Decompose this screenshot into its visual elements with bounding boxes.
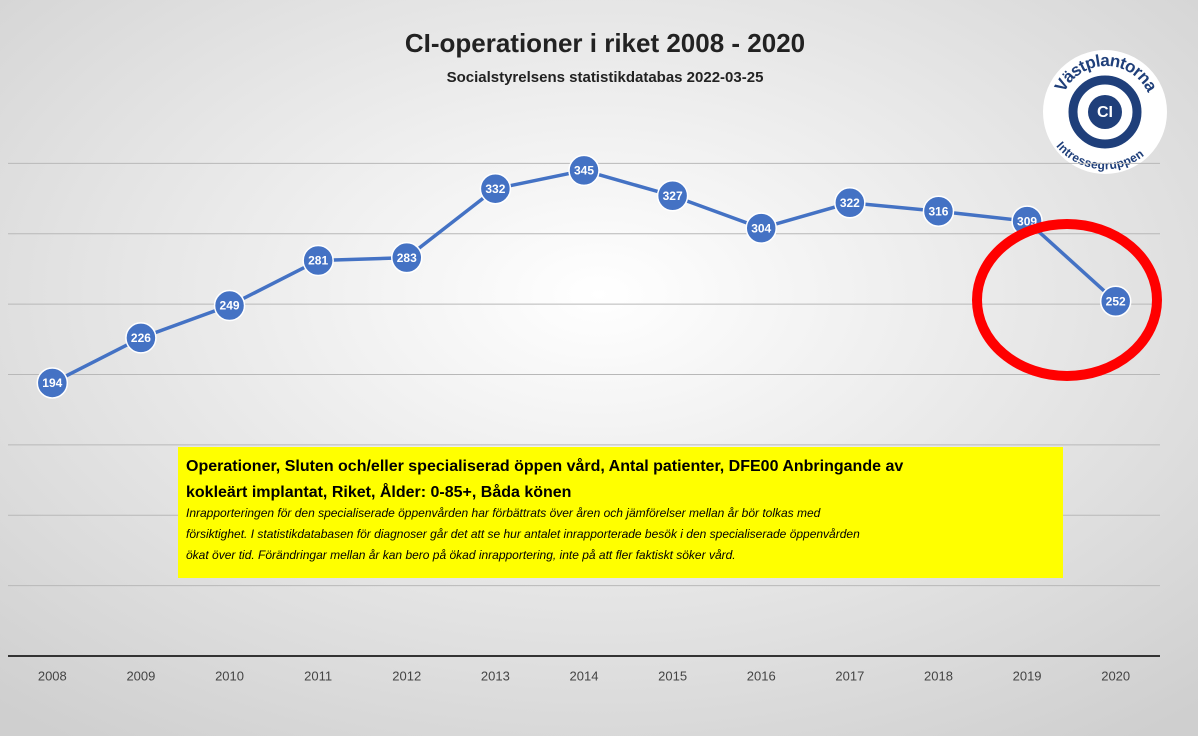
x-tick-label: 2010 [215,668,244,683]
data-label: 345 [574,164,594,178]
note-body: försiktighet. I statistikdatabasen för d… [186,527,860,541]
logo-core [1088,95,1122,129]
data-label: 226 [131,331,151,345]
data-point [568,154,600,187]
x-tick-label: 2015 [658,668,687,683]
note-box [178,447,1063,578]
highlight-circle [972,219,1162,381]
note-body: Inrapporteringen för den specialiserade … [186,506,821,520]
data-label: 283 [397,251,417,265]
data-point [922,195,955,227]
note-body: ökat över tid. Förändringar mellan år ka… [186,548,736,562]
note-heading: Operationer, Sluten och/eller specialise… [186,457,903,475]
logo-ring [1068,75,1142,149]
x-tick-label: 2011 [304,668,332,683]
x-tick-label: 2017 [835,668,864,683]
x-tick-label: 2009 [126,668,155,683]
x-tick-label: 2014 [570,668,599,683]
data-point [391,241,423,274]
x-tick-label: 2016 [747,668,776,683]
note-heading: kokleärt implantat, Riket, Ålder: 0-85+,… [186,482,571,501]
logo: CI Västplantorna Intressegruppen [1043,50,1167,174]
chart-subtitle: Socialstyrelsens statistikdatabas 2022-0… [447,69,764,86]
x-tick-label: 2018 [924,668,953,683]
x-tick-label: 2013 [481,668,510,683]
data-label: 322 [840,196,860,210]
logo-center: CI [1097,104,1113,121]
data-point [36,367,69,399]
data-point [479,172,512,205]
data-label: 304 [751,221,771,235]
data-point [302,244,334,277]
data-point [745,212,777,244]
data-label: 316 [928,204,948,218]
x-tick-label: 2019 [1013,668,1042,683]
x-tick-label: 2008 [38,668,67,683]
data-point [1099,285,1132,318]
data-label: 249 [220,299,240,313]
data-point [656,179,689,212]
data-label: 332 [485,182,505,196]
x-tick-label: 2020 [1101,668,1130,683]
data-label: 281 [308,254,328,268]
data-point [213,289,246,322]
data-point [834,187,866,219]
x-tick-label: 2012 [392,668,421,683]
data-label: 194 [42,376,62,390]
data-point [125,322,157,354]
data-label: 327 [663,189,683,203]
chart-title: CI-operationer i riket 2008 - 2020 [405,28,805,58]
data-label: 252 [1106,294,1126,308]
